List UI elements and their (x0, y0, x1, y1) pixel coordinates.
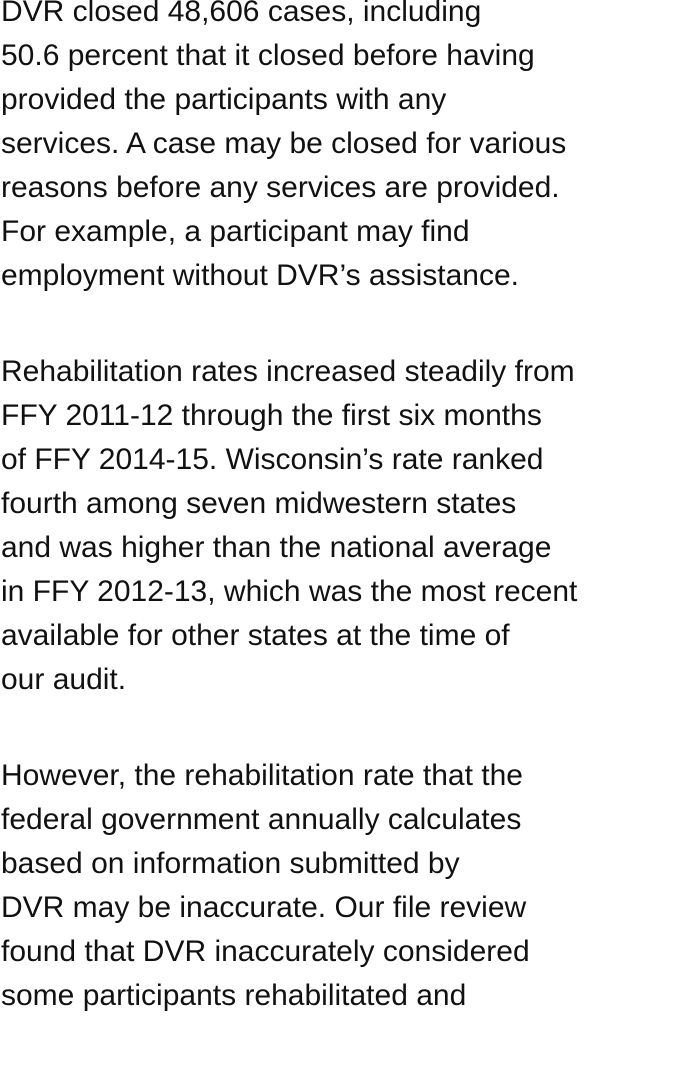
text-line: Rehabilitation rates increased steadily … (1, 355, 575, 388)
text-line: available for other states at the time o… (1, 619, 510, 652)
text-line: employment without DVR’s assistance. (1, 259, 519, 292)
text-line: However, the rehabilitation rate that th… (1, 759, 523, 792)
text-line: some participants rehabilitated and (1, 979, 467, 1012)
text-line: reasons before any services are provided… (1, 171, 560, 204)
page: DVR closed 48,606 cases, including 50.6 p… (1, 0, 578, 1012)
text-line: services. A case may be closed for vario… (1, 127, 567, 160)
text-line: DVR may be inaccurate. Our file review (1, 891, 527, 924)
text-line: our audit. (1, 663, 127, 696)
text-line: based on information submitted by (1, 847, 460, 880)
text-line: in FFY 2012-13, which was the most recen… (1, 575, 578, 608)
text-line: 50.6 percent that it closed before havin… (1, 39, 535, 72)
text-line: and was higher than the national average (1, 531, 552, 564)
text-line: provided the participants with any (1, 83, 447, 116)
text-line: For example, a participant may find (1, 215, 470, 248)
text-line: found that DVR inaccurately considered (1, 935, 530, 968)
text-line: DVR closed 48,606 cases, including (1, 0, 482, 28)
text-line: federal government annually calculates (1, 803, 522, 836)
text-line: of FFY 2014-15. Wisconsin’s rate ranked (1, 443, 544, 476)
paragraph: However, the rehabilitation rate that th… (1, 754, 694, 1018)
text-line: FFY 2011-12 through the first six months (1, 399, 542, 432)
text-line: fourth among seven midwestern states (1, 487, 517, 520)
paragraph: DVR closed 48,606 cases, including 50.6 p… (1, 0, 694, 298)
paragraph: Rehabilitation rates increased steadily … (1, 350, 694, 702)
